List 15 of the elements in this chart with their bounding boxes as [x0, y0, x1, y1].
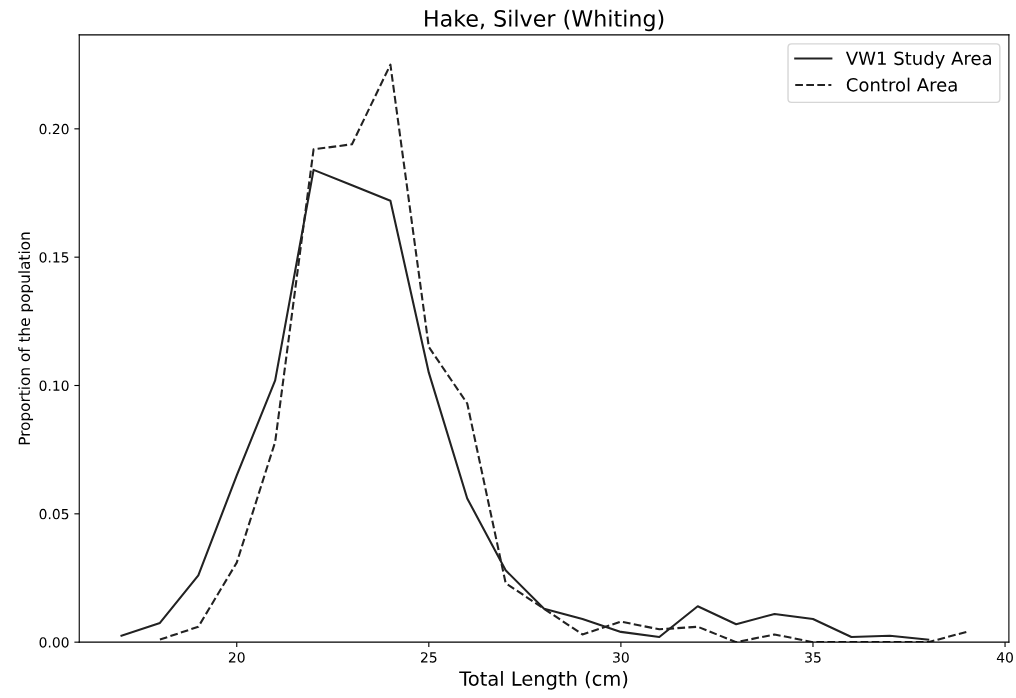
y-tick-label: 0.05 — [39, 508, 69, 520]
legend-label: Control Area — [846, 77, 957, 92]
x-tick-label: 40 — [996, 652, 1013, 663]
x-tick-label: 20 — [228, 652, 245, 663]
x-tick-label: 30 — [613, 652, 629, 663]
y-tick-label: 0.00 — [39, 637, 69, 648]
x-tick-label: 25 — [421, 652, 437, 663]
x-tick-label: 35 — [805, 652, 821, 663]
chart-title: Hake, Silver (Whiting) — [425, 9, 664, 32]
y-tick-label: 0.10 — [39, 380, 69, 391]
legend-label: VW1 Study Area — [845, 51, 991, 69]
y-tick-label: 0.20 — [39, 123, 69, 135]
y-axis-title: Proportion of the population — [18, 232, 34, 445]
y-tick-label: 0.15 — [39, 252, 69, 263]
x-axis-title: Total Length (cm) — [459, 670, 628, 690]
